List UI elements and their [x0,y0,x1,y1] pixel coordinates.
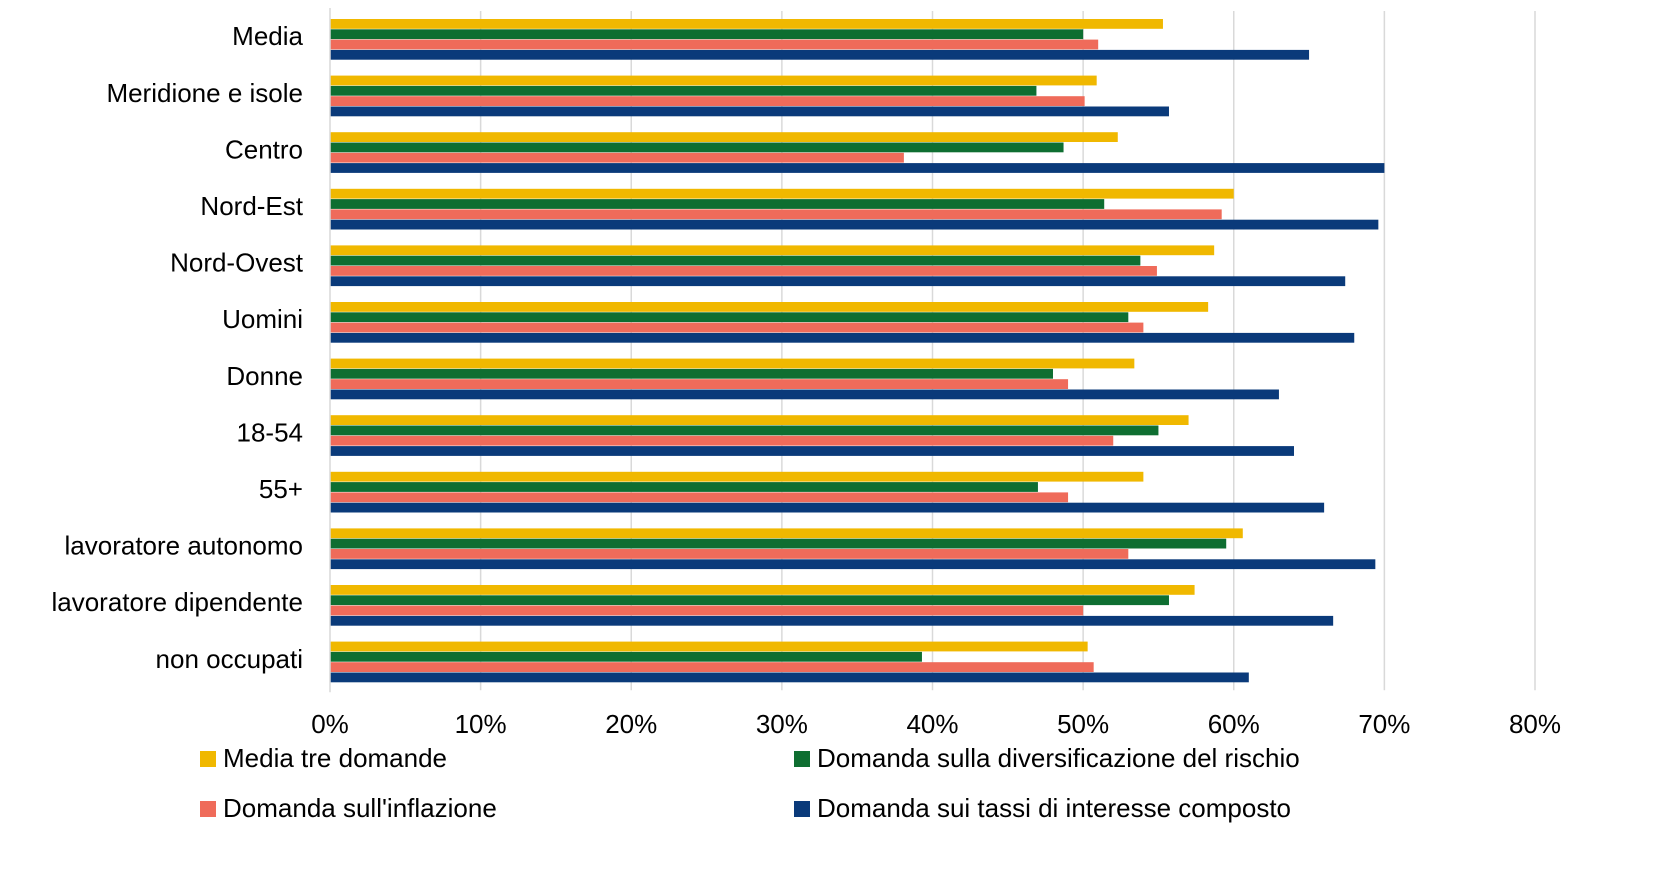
bar [330,142,1064,153]
bar [330,255,1141,266]
bar [330,492,1069,503]
legend-swatch [200,751,216,767]
bar [330,662,1094,672]
bar [330,368,1053,379]
bar [330,188,1234,199]
x-tick-label: 80% [1509,709,1561,739]
x-tick-label: 60% [1208,709,1260,739]
bar [330,446,1294,456]
bar [330,245,1215,256]
bar [330,358,1135,369]
bar [330,595,1169,606]
legend-label: Domanda sui tassi di interesse composto [817,793,1291,823]
bar [330,266,1157,276]
legend-swatch [200,801,216,817]
category-label: Nord-Est [200,191,303,221]
category-label: lavoratore autonomo [65,531,303,561]
legend-label: Domanda sulla diversificazione del risch… [817,743,1300,773]
bar [330,502,1325,513]
bar [330,471,1144,482]
bar [330,19,1163,29]
bar [330,615,1334,626]
bar [330,559,1376,570]
x-tick-label: 50% [1057,709,1109,739]
bar [330,672,1249,683]
bar [330,75,1097,86]
bar [330,605,1084,616]
x-tick-label: 70% [1358,709,1410,739]
legend-swatch [794,751,810,767]
bar [330,435,1114,446]
bar [330,415,1189,425]
bar [330,39,1099,50]
bar [330,219,1379,230]
bar [330,96,1085,106]
category-label: non occupati [156,644,303,674]
legend-swatch [794,801,810,817]
bar [330,302,1209,312]
bar [330,199,1105,209]
bar [330,322,1144,333]
bar [330,132,1118,142]
bar [330,549,1129,559]
category-label: Media [232,21,303,51]
bar [330,152,904,163]
x-tick-label: 0% [311,709,349,739]
bar [330,85,1037,96]
category-label: lavoratore dipendente [51,587,303,617]
x-tick-label: 40% [906,709,958,739]
bar [330,425,1159,436]
bar [330,528,1243,539]
bar [330,482,1038,492]
x-tick-label: 10% [455,709,507,739]
bar [330,641,1088,652]
x-tick-label: 30% [756,709,808,739]
bar [330,332,1355,343]
category-label: 18-54 [237,417,304,447]
bar [330,209,1222,220]
category-label: 55+ [259,474,303,504]
bar [330,585,1195,595]
legend-label: Domanda sull'inflazione [223,793,497,823]
bar [330,106,1169,117]
bar [330,163,1385,173]
bar [330,379,1069,389]
bar [330,312,1129,323]
bar [330,276,1346,287]
bar [330,29,1084,40]
bar [330,651,922,662]
category-label: Uomini [222,304,303,334]
category-label: Nord-Ovest [170,248,304,278]
category-label: Centro [225,134,303,164]
bar [330,538,1227,549]
bar [330,389,1279,400]
category-label: Donne [226,361,303,391]
category-label: Meridione e isole [106,78,303,108]
x-tick-label: 20% [605,709,657,739]
legend-label: Media tre domande [223,743,447,773]
bar [330,49,1310,60]
